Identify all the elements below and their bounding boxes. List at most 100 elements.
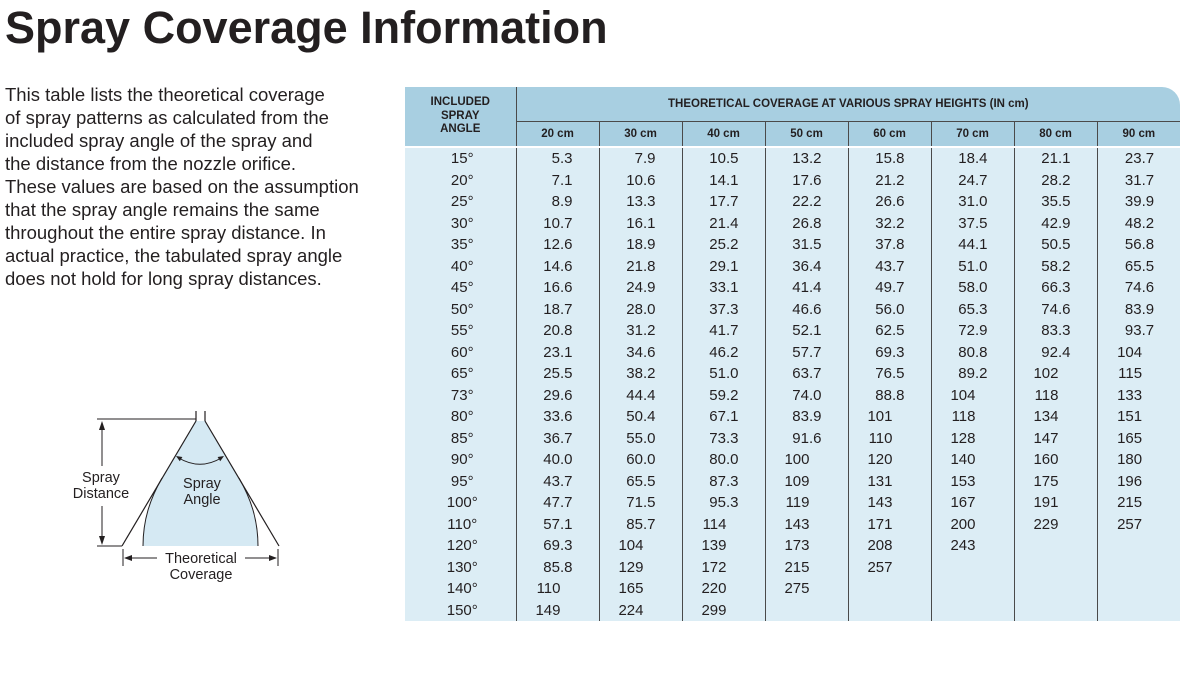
column-header: 70 cm <box>930 121 1014 148</box>
coverage-cell: 28.0 <box>598 298 682 320</box>
page-title: Spray Coverage Information <box>5 2 608 53</box>
coverage-cell: 22.2 <box>764 191 848 213</box>
coverage-cell: 114 <box>681 513 765 535</box>
coverage-table: INCLUDED SPRAY ANGLE THEORETICAL COVERAG… <box>405 87 1180 621</box>
coverage-cell: 16.6 <box>515 277 599 299</box>
coverage-cell: 10.5 <box>681 147 765 170</box>
arrowhead <box>217 456 224 462</box>
coverage-cell: 13.2 <box>764 147 848 170</box>
coverage-cell: 32.2 <box>847 212 931 234</box>
coverage-cell: 43.7 <box>515 470 599 492</box>
coverage-cell: 25.5 <box>515 363 599 385</box>
coverage-cell: 14.6 <box>515 255 599 277</box>
empty-cell <box>847 578 931 600</box>
spray-cone-right-side <box>204 420 280 547</box>
coverage-cell: 48.2 <box>1096 212 1180 234</box>
coverage-cell: 67.1 <box>681 406 765 428</box>
coverage-cell: 71.5 <box>598 492 682 514</box>
table-row: 35° 12.6 18.9 25.2 31.5 37.8 44.1 50.5 56.8 <box>405 234 1180 256</box>
coverage-cell: 17.7 <box>681 191 765 213</box>
coverage-cell: 196 <box>1096 470 1180 492</box>
coverage-cell: 101 <box>847 406 931 428</box>
coverage-cell: 15.8 <box>847 147 931 170</box>
angle-column-header: INCLUDED SPRAY ANGLE <box>405 87 517 148</box>
table-row: 120° 69.3 104 139 173 208 243 <box>405 535 1180 557</box>
coverage-cell: 140 <box>930 449 1014 471</box>
coverage-cell: 110 <box>847 427 931 449</box>
angle-cell: 45° <box>405 277 517 299</box>
angle-cell: 150° <box>405 599 517 621</box>
angle-column-header-label: INCLUDED SPRAY ANGLE <box>430 96 490 136</box>
coverage-cell: 74.6 <box>1096 277 1180 299</box>
coverage-cell: 229 <box>1013 513 1097 535</box>
angle-cell: 25° <box>405 191 517 213</box>
coverage-cell: 29.1 <box>681 255 765 277</box>
coverage-cell: 91.6 <box>764 427 848 449</box>
coverage-cell: 55.0 <box>598 427 682 449</box>
spray-distance-label: Spray Distance <box>72 470 130 502</box>
coverage-cell: 65.3 <box>930 298 1014 320</box>
coverage-cell: 151 <box>1096 406 1180 428</box>
coverage-cell: 23.1 <box>515 341 599 363</box>
coverage-cell: 100 <box>764 449 848 471</box>
table-row: 55° 20.8 31.2 41.7 52.1 62.5 72.9 83.3 93.7 <box>405 320 1180 342</box>
coverage-group-header: THEORETICAL COVERAGE AT VARIOUS SPRAY HE… <box>516 87 1180 122</box>
spray-angle-label: Spray Angle <box>183 476 221 508</box>
table-body: 15° 5.3 7.9 10.5 13.2 15.8 18.4 21.1 23.7 20° 7.1 1… <box>405 147 1180 621</box>
coverage-cell: 16.1 <box>598 212 682 234</box>
coverage-cell: 58.2 <box>1013 255 1097 277</box>
coverage-cell: 104 <box>1096 341 1180 363</box>
empty-cell <box>1096 556 1180 578</box>
table-row: 25° 8.9 13.3 17.7 22.2 26.6 31.0 35.5 39.9 <box>405 191 1180 213</box>
coverage-cell: 175 <box>1013 470 1097 492</box>
table-row: 80° 33.6 50.4 67.1 83.9 101 118 134 151 <box>405 406 1180 428</box>
angle-cell: 100° <box>405 492 517 514</box>
table-row: 130° 85.8 129 172 215 257 <box>405 556 1180 578</box>
coverage-cell: 65.5 <box>1096 255 1180 277</box>
nozzle <box>195 411 206 421</box>
coverage-cell: 49.7 <box>847 277 931 299</box>
coverage-cell: 18.7 <box>515 298 599 320</box>
coverage-cell: 149 <box>515 599 599 621</box>
coverage-cell: 21.8 <box>598 255 682 277</box>
coverage-cell: 243 <box>930 535 1014 557</box>
angle-cell: 90° <box>405 449 517 471</box>
coverage-cell: 80.0 <box>681 449 765 471</box>
coverage-cell: 28.2 <box>1013 169 1097 191</box>
column-header: 60 cm <box>847 121 931 148</box>
empty-cell <box>1013 556 1097 578</box>
spray-angle-arc <box>177 457 223 465</box>
coverage-cell: 88.8 <box>847 384 931 406</box>
coverage-cell: 257 <box>1096 513 1180 535</box>
intro-line: that the spray angle remains the same <box>5 199 320 220</box>
coverage-cell: 257 <box>847 556 931 578</box>
arrowhead <box>99 421 105 430</box>
coverage-cell: 18.4 <box>930 147 1014 170</box>
coverage-cell: 63.7 <box>764 363 848 385</box>
coverage-cell: 23.7 <box>1096 147 1180 170</box>
coverage-cell: 83.9 <box>1096 298 1180 320</box>
coverage-cell: 139 <box>681 535 765 557</box>
table-row: 40° 14.6 21.8 29.1 36.4 43.7 51.0 58.2 65.5 <box>405 255 1180 277</box>
coverage-cell: 118 <box>1013 384 1097 406</box>
table-row: 85° 36.7 55.0 73.3 91.6 110 128 147 165 <box>405 427 1180 449</box>
arrowhead <box>269 555 277 561</box>
coverage-cell: 31.5 <box>764 234 848 256</box>
coverage-cell: 66.3 <box>1013 277 1097 299</box>
coverage-cell: 46.6 <box>764 298 848 320</box>
coverage-cell: 10.6 <box>598 169 682 191</box>
coverage-cell: 31.2 <box>598 320 682 342</box>
coverage-cell: 80.8 <box>930 341 1014 363</box>
coverage-cell: 10.7 <box>515 212 599 234</box>
table-row: 60° 23.1 34.6 46.2 57.7 69.3 80.8 92.4 104 <box>405 341 1180 363</box>
column-header: 40 cm <box>681 121 765 148</box>
angle-cell: 15° <box>405 147 517 170</box>
coverage-cell: 25.2 <box>681 234 765 256</box>
intro-line: included spray angle of the spray and <box>5 130 313 151</box>
coverage-cell: 51.0 <box>930 255 1014 277</box>
coverage-cell: 57.7 <box>764 341 848 363</box>
coverage-cell: 44.1 <box>930 234 1014 256</box>
coverage-cell: 180 <box>1096 449 1180 471</box>
coverage-cell: 93.7 <box>1096 320 1180 342</box>
angle-cell: 65° <box>405 363 517 385</box>
